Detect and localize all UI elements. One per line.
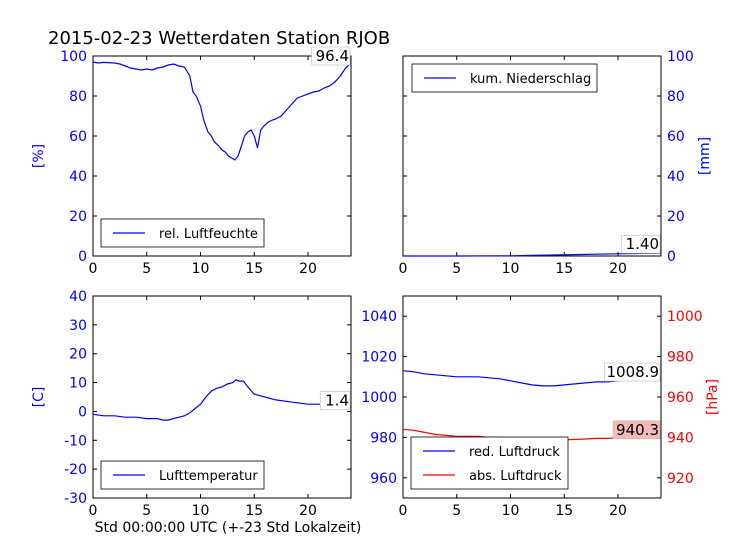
precipitation-xtick-label: 15 [555, 261, 573, 277]
humidity-xtick-label: 10 [192, 261, 210, 277]
temperature-series-line [92, 378, 352, 421]
temperature-ytick-label: 30 [69, 318, 87, 334]
temperature-ytick-label: 10 [69, 376, 87, 392]
pressure-ylabel: [hPa] [705, 379, 721, 415]
figure-title: 2015-02-23 Wetterdaten Station RJOB [48, 28, 390, 49]
pressure-legend-label: red. Luftdruck [469, 445, 560, 460]
precipitation-ylabel: [mm] [697, 137, 713, 175]
temperature-last-value-box [319, 391, 351, 410]
humidity-series-line [92, 61, 352, 161]
humidity-ytick-label: 40 [69, 169, 87, 185]
precipitation-series-line [403, 252, 662, 257]
pressure-ytick-label-right: 940 [667, 430, 694, 446]
humidity-ylabel: [%] [31, 144, 47, 168]
precipitation-ytick-label-right: 80 [667, 89, 685, 105]
precipitation-last-value-box [621, 234, 661, 254]
temperature-ytick-label: 20 [69, 347, 87, 363]
precipitation-legend-label: kum. Niederschlag [470, 72, 591, 87]
precipitation-ytick-label-right: 100 [667, 49, 694, 65]
pressure-ytick-label: 1020 [361, 350, 397, 366]
temperature-ytick-label: -30 [64, 491, 87, 507]
humidity-xtick-label: 0 [89, 261, 98, 277]
humidity-xtick-label: 15 [245, 261, 263, 277]
pressure-xtick-label: 5 [452, 503, 461, 519]
pressure-last-value: 940.3 [616, 421, 659, 439]
humidity-legend-label: rel. Luftfeuchte [159, 227, 258, 242]
pressure-ytick-label-right: 1000 [667, 309, 703, 325]
precipitation-xtick-label: 20 [609, 261, 627, 277]
pressure-ytick-label-right: 920 [667, 471, 694, 487]
temperature-ytick-label: 40 [69, 289, 87, 305]
precipitation-ytick-label-right: 20 [667, 209, 685, 225]
pressure-last-value-box [612, 420, 661, 440]
temperature-xtick-label: 10 [192, 503, 210, 519]
humidity-ytick-label: 20 [69, 209, 87, 225]
pressure-legend-box [410, 436, 569, 490]
pressure-last-value-box [604, 362, 661, 382]
precipitation-ytick-label-right: 60 [667, 129, 685, 145]
temperature-last-value: 1.4 [325, 391, 349, 409]
humidity-last-value: 96.4 [316, 47, 349, 65]
precipitation-xtick-label: 0 [399, 261, 408, 277]
humidity-ytick-label: 100 [60, 49, 87, 65]
temperature-ytick-label: -20 [64, 462, 87, 478]
precipitation-xtick-label: 10 [502, 261, 520, 277]
humidity-ytick-label: 60 [69, 129, 87, 145]
humidity-ytick-label: 80 [69, 89, 87, 105]
temperature-xtick-label: 20 [299, 503, 317, 519]
humidity-xtick-label: 5 [142, 261, 151, 277]
pressure-xtick-label: 0 [399, 503, 408, 519]
humidity-last-value-box [311, 46, 351, 66]
humidity-xtick-label: 20 [299, 261, 317, 277]
pressure-ytick-label: 960 [370, 471, 397, 487]
humidity-ytick-label: 0 [78, 249, 87, 265]
precipitation-ytick-label-right: 0 [667, 249, 676, 265]
temperature-legend-label: Lufttemperatur [159, 469, 258, 484]
temperature-ylabel: [C] [31, 387, 47, 408]
pressure-ytick-label: 980 [370, 430, 397, 446]
pressure-last-value: 1008.9 [607, 363, 660, 381]
humidity-plot-frame [92, 55, 352, 257]
pressure-ytick-label-right: 980 [667, 350, 694, 366]
temperature-plot-frame [92, 295, 352, 499]
precipitation-last-value: 1.40 [626, 235, 659, 253]
temperature-xtick-label: 15 [245, 503, 263, 519]
temperature-ytick-label: -10 [64, 433, 87, 449]
temperature-ytick-label: 0 [78, 404, 87, 420]
temperature-xtick-label: 0 [89, 503, 98, 519]
pressure-xtick-label: 15 [555, 503, 573, 519]
pressure-ytick-label-right: 960 [667, 390, 694, 406]
temperature-xtick-label: 5 [142, 503, 151, 519]
pressure-xtick-label: 10 [502, 503, 520, 519]
precipitation-xtick-label: 5 [452, 261, 461, 277]
pressure-ytick-label: 1040 [361, 309, 397, 325]
pressure-legend-label: abs. Luftdruck [469, 469, 562, 484]
precipitation-ytick-label-right: 40 [667, 169, 685, 185]
pressure-ytick-label: 1000 [361, 390, 397, 406]
pressure-xtick-label: 20 [609, 503, 627, 519]
temperature-xlabel: Std 00:00:00 UTC (+-23 Std Lokalzeit) [95, 520, 362, 536]
